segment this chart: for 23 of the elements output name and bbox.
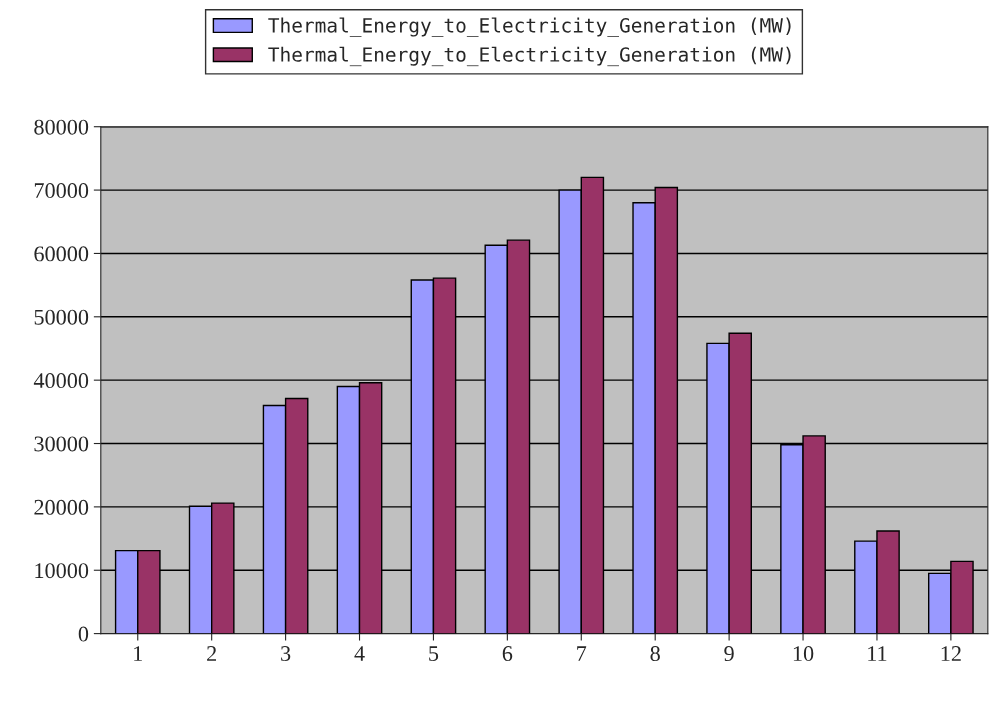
x-tick-label: 9 — [724, 646, 734, 662]
x-tick-label: 1 — [134, 646, 142, 661]
y-tick-label: 50000 — [34, 309, 89, 325]
legend-label: Thermal_Energy_to_Electricity_Generation (MW) — [268, 17, 791, 37]
x-tick-label: 10 — [793, 646, 814, 662]
y-tick-label: 30000 — [34, 436, 89, 452]
y-tick-label: 60000 — [34, 246, 89, 262]
x-tick-label: 5 — [429, 646, 439, 662]
x-tick-label: 11 — [868, 646, 887, 661]
x-tick-label: 12 — [941, 646, 961, 661]
x-tick-label: 3 — [281, 646, 291, 662]
y-tick-label: 80000 — [34, 119, 89, 135]
legend-label: Thermal_Energy_to_Electricity_Generation (MW) — [268, 46, 791, 67]
x-tick-label: 2 — [207, 646, 217, 661]
y-tick-label: 70000 — [34, 183, 89, 199]
x-tick-label: 4 — [354, 646, 365, 661]
y-tick-label: 20000 — [34, 499, 89, 515]
x-tick-label: 6 — [502, 646, 513, 662]
y-tick-label: 10000 — [35, 563, 89, 579]
x-tick-label: 8 — [650, 646, 660, 662]
x-tick-label: 7 — [577, 646, 587, 661]
y-tick-label: 40000 — [33, 373, 89, 389]
y-tick-label: 0 — [78, 626, 89, 642]
